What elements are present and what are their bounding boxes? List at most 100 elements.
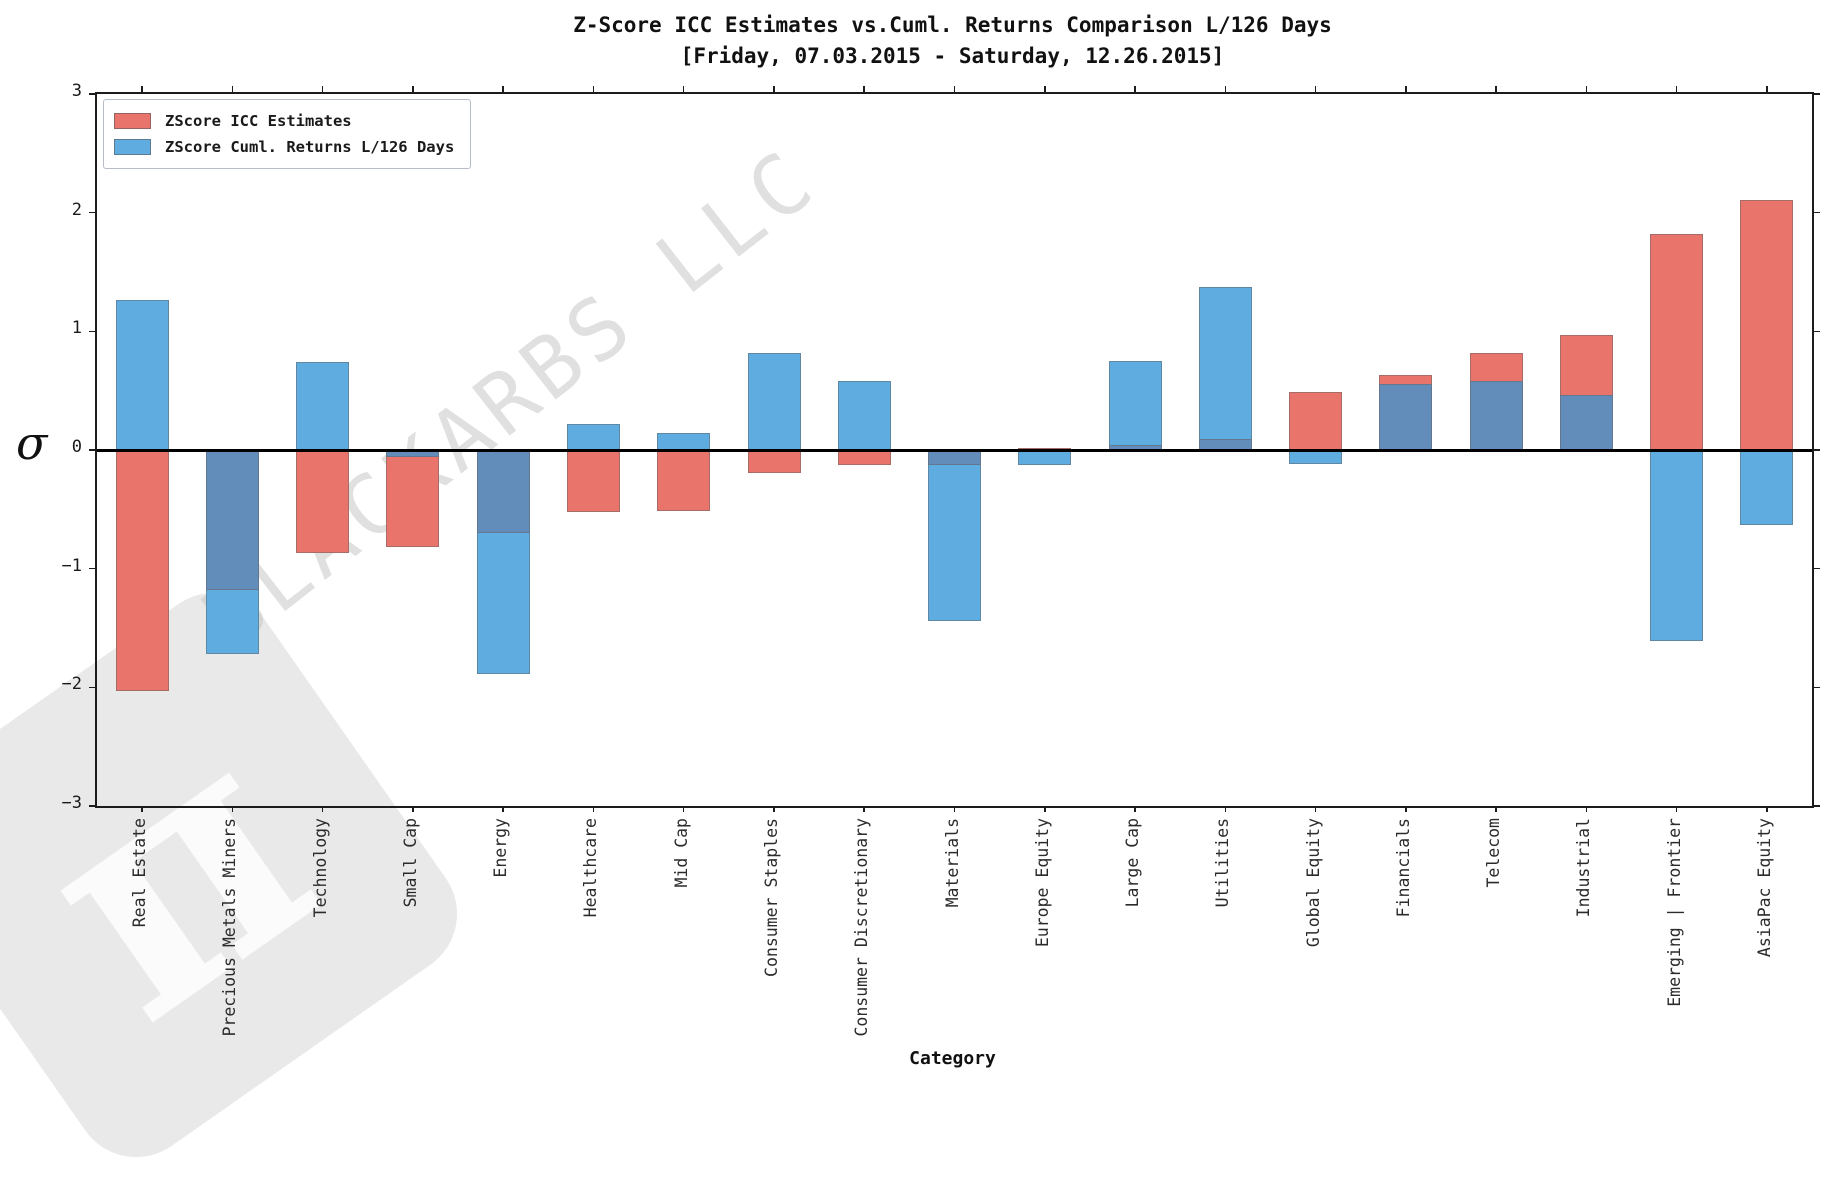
y-axis-label: σ	[16, 416, 48, 470]
x-tick-bottom	[1585, 806, 1588, 812]
bar-overlap-precious-metals-miners	[205, 450, 259, 591]
x-tick-label-telecom: Telecom	[1484, 818, 1504, 888]
x-tick-top	[1675, 86, 1678, 92]
x-tick-bottom	[1675, 806, 1678, 812]
y-tick-left	[89, 449, 95, 451]
x-tick-bottom	[1134, 806, 1136, 812]
x-tick-bottom	[1314, 806, 1317, 812]
x-tick-bottom	[1766, 806, 1768, 812]
bar-icc-small-cap	[386, 450, 440, 548]
bar-returns-healthcare	[566, 423, 620, 450]
x-tick-label-europe-equity: Europe Equity	[1032, 818, 1052, 948]
legend-entry-label: ZScore ICC Estimates	[165, 112, 352, 130]
x-tick-top	[682, 86, 685, 92]
bar-returns-global-equity	[1289, 450, 1343, 465]
x-tick-label-consumer-staples: Consumer Staples	[761, 818, 781, 977]
x-tick-top	[1044, 86, 1046, 92]
x-tick-top	[1495, 86, 1497, 92]
x-tick-top	[412, 86, 414, 92]
bar-overlap-financials	[1379, 383, 1433, 450]
bar-returns-emerging-frontier	[1650, 450, 1704, 642]
x-tick-bottom	[321, 806, 324, 812]
x-tick-label-utilities: Utilities	[1213, 818, 1233, 908]
x-tick-label-real-estate: Real Estate	[130, 818, 150, 928]
x-tick-top	[1405, 86, 1407, 92]
x-tick-bottom	[1224, 806, 1227, 812]
chart-title-line1: Z-Score ICC Estimates vs.Cuml. Returns C…	[573, 13, 1332, 37]
x-tick-top	[141, 86, 143, 92]
y-tick-right	[1814, 805, 1820, 807]
y-tick-label: 1	[71, 318, 82, 339]
legend: ZScore ICC Estimates ZScore Cuml. Returns…	[103, 99, 472, 169]
bar-returns-mid-cap	[657, 433, 711, 450]
bar-returns-technology	[296, 362, 350, 450]
legend-entry-0: ZScore ICC Estimates	[114, 108, 454, 134]
x-tick-bottom	[1405, 806, 1407, 812]
x-tick-top	[1224, 86, 1227, 92]
x-tick-top	[863, 86, 865, 92]
bar-overlap-materials	[928, 450, 981, 466]
y-tick-right	[1814, 567, 1820, 570]
bar-returns-consumer-discretionary	[837, 381, 891, 450]
bar-overlap-industrial	[1559, 395, 1613, 450]
x-tick-label-materials: Materials	[942, 818, 962, 908]
bar-returns-materials	[928, 450, 981, 621]
legend-entry-1: ZScore Cuml. Returns L/126 Days	[114, 134, 454, 160]
x-tick-bottom	[1495, 806, 1497, 812]
y-tick-left	[89, 211, 95, 214]
y-tick-left	[89, 93, 95, 95]
bar-returns-asiapac-equity	[1740, 450, 1794, 525]
y-tick-label: −3	[61, 793, 82, 813]
y-tick-right	[1814, 449, 1820, 451]
x-tick-bottom	[953, 806, 956, 812]
x-tick-label-financials: Financials	[1393, 818, 1413, 918]
x-tick-bottom	[1044, 806, 1046, 812]
x-tick-bottom	[592, 806, 595, 812]
x-tick-label-asiapac-equity: AsiaPac Equity	[1754, 818, 1774, 958]
bar-icc-healthcare	[566, 450, 620, 512]
bar-icc-asiapac-equity	[1740, 199, 1794, 450]
bar-overlap-telecom	[1469, 381, 1523, 450]
x-tick-label-large-cap: Large Cap	[1123, 818, 1143, 908]
chart-title-line2: [Friday, 07.03.2015 - Saturday, 12.26.20…	[680, 44, 1225, 68]
y-tick-left	[89, 330, 95, 333]
plot-area	[89, 86, 1820, 812]
x-tick-top	[502, 86, 504, 92]
y-tick-label: −2	[61, 674, 82, 695]
bar-icc-mid-cap	[657, 450, 711, 511]
bar-overlap-energy	[476, 450, 530, 534]
legend-swatch-icon	[114, 139, 151, 155]
figure-canvas: { "title": { "line1": "Z-Score ICC Estim…	[0, 10, 1820, 1181]
x-tick-label-industrial: Industrial	[1574, 818, 1594, 918]
y-tick-left	[89, 686, 95, 689]
x-tick-bottom	[863, 806, 865, 812]
y-tick-right	[1814, 686, 1820, 689]
x-tick-bottom	[412, 806, 414, 812]
y-tick-right	[1814, 93, 1820, 95]
x-tick-bottom	[682, 806, 685, 812]
x-tick-label-precious-metals-miners: Precious Metals Miners	[220, 818, 240, 1037]
x-tick-label-consumer-discretionary: Consumer Discretionary	[852, 818, 872, 1037]
x-tick-top	[1134, 86, 1136, 92]
legend-swatch-icon	[114, 113, 151, 129]
zero-value-line	[97, 448, 1812, 452]
bar-returns-utilities	[1198, 287, 1252, 450]
legend-entry-label: ZScore Cuml. Returns L/126 Days	[165, 138, 455, 156]
bar-icc-consumer-discretionary	[837, 450, 891, 466]
y-tick-label: 3	[71, 81, 82, 101]
x-tick-bottom	[231, 806, 234, 812]
bar-icc-real-estate	[115, 450, 169, 691]
x-tick-label-healthcare: Healthcare	[581, 818, 601, 918]
bar-returns-consumer-staples	[747, 352, 801, 450]
y-tick-label: 2	[71, 199, 82, 220]
bar-icc-technology	[296, 450, 350, 554]
y-tick-left	[89, 567, 95, 570]
bar-icc-global-equity	[1289, 391, 1343, 450]
chart-title: Z-Score ICC Estimates vs.Cuml. Returns C…	[95, 10, 1810, 72]
x-tick-bottom	[502, 806, 504, 812]
x-tick-label-mid-cap: Mid Cap	[671, 818, 691, 888]
x-tick-label-global-equity: Global Equity	[1303, 818, 1323, 948]
x-tick-bottom	[141, 806, 143, 812]
x-tick-top	[321, 86, 324, 92]
y-tick-label: −1	[61, 555, 82, 576]
